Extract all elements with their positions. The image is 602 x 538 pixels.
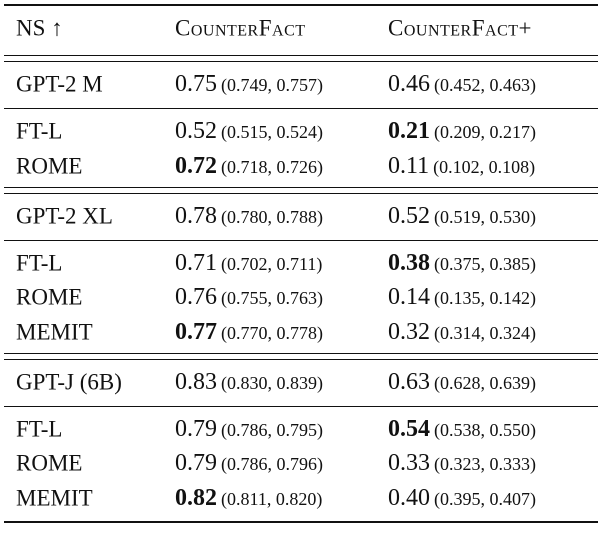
score: 0.21 <box>388 118 430 144</box>
result-cell: 0.63 (0.628, 0.639) <box>388 370 536 394</box>
confidence-interval: (0.786, 0.795) <box>221 419 323 440</box>
table-rule <box>4 405 598 407</box>
confidence-interval: (0.519, 0.530) <box>434 206 536 227</box>
result-cell: 0.32 (0.314, 0.324) <box>388 320 536 344</box>
score: 0.79 <box>175 415 217 442</box>
table-rule <box>4 358 598 360</box>
table-rule <box>4 352 598 354</box>
score: 0.71 <box>175 249 217 276</box>
table-rule <box>4 186 598 188</box>
score: 0.63 <box>388 368 430 395</box>
result-cell: 0.33 (0.323, 0.333) <box>388 451 536 475</box>
result-cell: 0.52 (0.515, 0.524) <box>175 119 323 143</box>
confidence-interval: (0.323, 0.333) <box>434 454 536 474</box>
score: 0.78 <box>175 202 217 229</box>
row-label: ROME <box>16 284 83 310</box>
confidence-interval: (0.314, 0.324) <box>434 322 536 343</box>
row-label: ROME <box>16 450 83 476</box>
confidence-interval: (0.786, 0.796) <box>221 454 323 474</box>
result-cell: 0.71 (0.702, 0.711) <box>175 251 322 275</box>
result-cell: 0.72 (0.718, 0.726) <box>175 154 323 178</box>
confidence-interval: (0.395, 0.407) <box>434 488 536 509</box>
score: 0.38 <box>388 249 430 276</box>
result-cell: 0.82 (0.811, 0.820) <box>175 486 322 510</box>
table-rule <box>4 520 598 523</box>
score: 0.79 <box>175 450 217 476</box>
result-cell: 0.76 (0.755, 0.763) <box>175 285 323 309</box>
table-rule <box>4 55 598 56</box>
result-cell: 0.77 (0.770, 0.778) <box>175 320 323 344</box>
confidence-interval: (0.209, 0.217) <box>434 122 536 142</box>
table-rule <box>4 61 598 62</box>
table-rule <box>4 4 598 6</box>
header-dataset: CounterFact+ <box>388 15 532 41</box>
row-label: ROME <box>16 153 83 178</box>
confidence-interval: (0.538, 0.550) <box>434 419 536 440</box>
score: 0.83 <box>175 368 217 395</box>
result-cell: 0.83 (0.830, 0.839) <box>175 370 323 394</box>
score: 0.46 <box>388 71 430 97</box>
table-rule <box>4 239 598 241</box>
result-cell: 0.11 (0.102, 0.108) <box>388 154 535 178</box>
confidence-interval: (0.718, 0.726) <box>221 156 323 177</box>
table-rule <box>4 108 598 109</box>
row-label: GPT-2 XL <box>16 203 113 228</box>
result-cell: 0.54 (0.538, 0.550) <box>388 417 536 441</box>
result-cell: 0.14 (0.135, 0.142) <box>388 285 536 309</box>
confidence-interval: (0.628, 0.639) <box>434 372 536 393</box>
confidence-interval: (0.780, 0.788) <box>221 206 323 227</box>
confidence-interval: (0.102, 0.108) <box>433 156 536 177</box>
score: 0.77 <box>175 318 217 345</box>
row-label: GPT-2 M <box>16 71 103 97</box>
score: 0.75 <box>175 71 217 97</box>
row-label: FT-L <box>16 416 63 441</box>
score: 0.52 <box>175 118 217 144</box>
row-label: MEMIT <box>16 319 93 344</box>
row-label: GPT-J (6B) <box>16 369 122 394</box>
confidence-interval: (0.135, 0.142) <box>434 288 536 308</box>
score: 0.52 <box>388 202 430 229</box>
row-label: FT-L <box>16 118 63 144</box>
score: 0.32 <box>388 318 430 345</box>
confidence-interval: (0.770, 0.778) <box>221 322 323 343</box>
result-cell: 0.75 (0.749, 0.757) <box>175 72 323 96</box>
result-cell: 0.40 (0.395, 0.407) <box>388 486 536 510</box>
result-cell: 0.38 (0.375, 0.385) <box>388 251 536 275</box>
confidence-interval: (0.515, 0.524) <box>221 122 323 142</box>
score: 0.54 <box>388 415 430 442</box>
result-cell: 0.78 (0.780, 0.788) <box>175 204 323 228</box>
score: 0.72 <box>175 152 217 179</box>
row-label: MEMIT <box>16 485 93 510</box>
confidence-interval: (0.749, 0.757) <box>221 75 323 95</box>
confidence-interval: (0.811, 0.820) <box>221 488 323 509</box>
confidence-interval: (0.375, 0.385) <box>434 253 536 274</box>
result-cell: 0.46 (0.452, 0.463) <box>388 72 536 96</box>
score: 0.33 <box>388 450 430 476</box>
confidence-interval: (0.702, 0.711) <box>221 253 323 274</box>
result-cell: 0.79 (0.786, 0.795) <box>175 417 323 441</box>
score: 0.11 <box>388 152 430 179</box>
header-metric: NS ↑ <box>16 15 63 41</box>
confidence-interval: (0.755, 0.763) <box>221 288 323 308</box>
result-cell: 0.21 (0.209, 0.217) <box>388 119 536 143</box>
score: 0.76 <box>175 284 217 310</box>
confidence-interval: (0.830, 0.839) <box>221 372 323 393</box>
header-dataset: CounterFact <box>175 15 306 41</box>
score: 0.40 <box>388 484 430 511</box>
confidence-interval: (0.452, 0.463) <box>434 75 536 95</box>
table-rule <box>4 192 598 194</box>
score: 0.82 <box>175 484 217 511</box>
score: 0.14 <box>388 284 430 310</box>
row-label: FT-L <box>16 250 63 275</box>
result-cell: 0.52 (0.519, 0.530) <box>388 204 536 228</box>
result-cell: 0.79 (0.786, 0.796) <box>175 451 323 475</box>
